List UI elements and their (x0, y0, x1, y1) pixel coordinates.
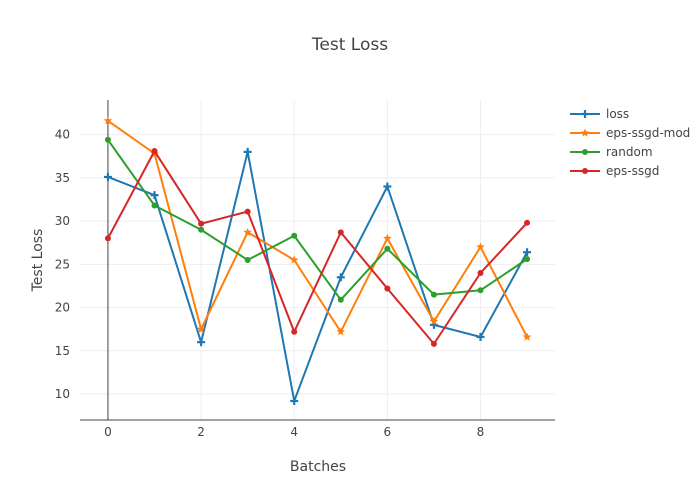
x-axis-title: Batches (290, 459, 346, 475)
data-point (429, 316, 439, 326)
series-loss (103, 147, 532, 405)
y-tick-label: 15 (55, 344, 70, 358)
data-point (524, 256, 531, 263)
plot-area (103, 116, 532, 405)
y-axis-title: Test Loss (30, 229, 46, 293)
data-point (336, 273, 345, 282)
data-point (104, 136, 111, 143)
y-tick-label: 25 (55, 257, 70, 271)
y-tick-label: 35 (55, 171, 70, 185)
data-point (243, 147, 252, 156)
data-point (523, 248, 532, 257)
x-tick-label: 8 (477, 425, 485, 439)
y-tick-label: 10 (55, 387, 70, 401)
data-point (244, 257, 251, 263)
series-eps-ssgd (104, 148, 531, 347)
data-point (476, 332, 485, 341)
x-tick-label: 4 (290, 425, 298, 439)
data-point (150, 191, 159, 200)
data-point (524, 219, 531, 226)
series-line (107, 119, 528, 338)
data-point (198, 226, 205, 233)
legend-label: eps-ssgd-mod (606, 126, 690, 140)
legend-label: eps-ssgd (606, 164, 659, 178)
series-random (104, 136, 531, 303)
data-point (337, 229, 344, 236)
data-point (196, 324, 206, 333)
data-point (198, 220, 205, 227)
data-point (289, 255, 299, 264)
legend: loss eps-ssgd-mod random eps-ssgd (570, 107, 690, 178)
series-eps-ssgd-mod (103, 116, 532, 341)
grid (80, 100, 555, 420)
data-point (430, 340, 437, 347)
data-point (384, 245, 391, 252)
data-point (197, 338, 206, 347)
data-point (336, 327, 346, 336)
data-point (383, 182, 392, 191)
data-point (384, 285, 391, 292)
legend-item-eps-ssgd-mod[interactable]: eps-ssgd-mod (570, 126, 690, 140)
series-line (107, 139, 528, 302)
data-point (383, 233, 392, 243)
chart-title: Test Loss (311, 35, 388, 55)
data-point (104, 235, 111, 242)
data-point (103, 116, 113, 125)
legend-item-random[interactable]: random (570, 145, 653, 159)
data-point (477, 269, 484, 276)
axes: 10 15 20 25 30 35 40 0 2 4 6 8 (55, 100, 555, 439)
y-tick-label: 40 (55, 128, 70, 142)
y-tick-label: 30 (55, 214, 70, 228)
data-point (291, 328, 298, 335)
series-line (107, 151, 528, 405)
legend-label: loss (606, 107, 629, 121)
legend-label: random (606, 145, 653, 159)
data-point (522, 332, 532, 341)
legend-marker (582, 149, 588, 155)
data-point (151, 148, 158, 155)
data-point (151, 202, 158, 209)
data-point (243, 227, 252, 236)
legend-marker (581, 110, 589, 118)
legend-marker (582, 168, 588, 174)
legend-item-eps-ssgd[interactable]: eps-ssgd (570, 164, 659, 178)
data-point (244, 208, 251, 215)
series-line (107, 149, 528, 346)
legend-item-loss[interactable]: loss (570, 107, 629, 121)
data-point (477, 287, 484, 294)
data-point (337, 296, 344, 303)
data-point (290, 396, 299, 405)
x-tick-label: 6 (384, 425, 392, 439)
x-tick-label: 0 (104, 425, 112, 439)
data-point (103, 172, 112, 181)
x-tick-label: 2 (197, 425, 205, 439)
data-point (430, 291, 437, 298)
data-point (476, 242, 485, 251)
legend-marker (580, 128, 590, 137)
y-tick-label: 20 (55, 301, 70, 315)
data-point (291, 232, 298, 239)
